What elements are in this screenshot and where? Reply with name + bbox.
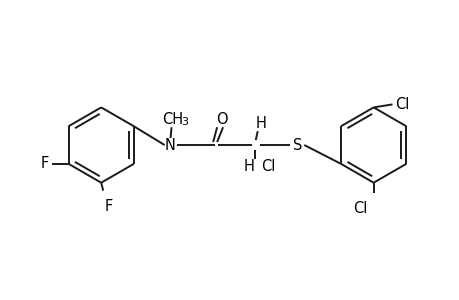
- Text: O: O: [216, 112, 227, 127]
- Text: Cl: Cl: [353, 200, 367, 215]
- Text: F: F: [40, 156, 49, 171]
- Text: H: H: [255, 116, 266, 131]
- Text: Cl: Cl: [395, 97, 409, 112]
- Text: Cl: Cl: [260, 159, 274, 174]
- Text: N: N: [165, 137, 176, 152]
- Text: 3: 3: [180, 117, 188, 127]
- Text: F: F: [104, 199, 112, 214]
- Text: H: H: [243, 159, 254, 174]
- Text: CH: CH: [162, 112, 183, 127]
- Text: S: S: [292, 137, 302, 152]
